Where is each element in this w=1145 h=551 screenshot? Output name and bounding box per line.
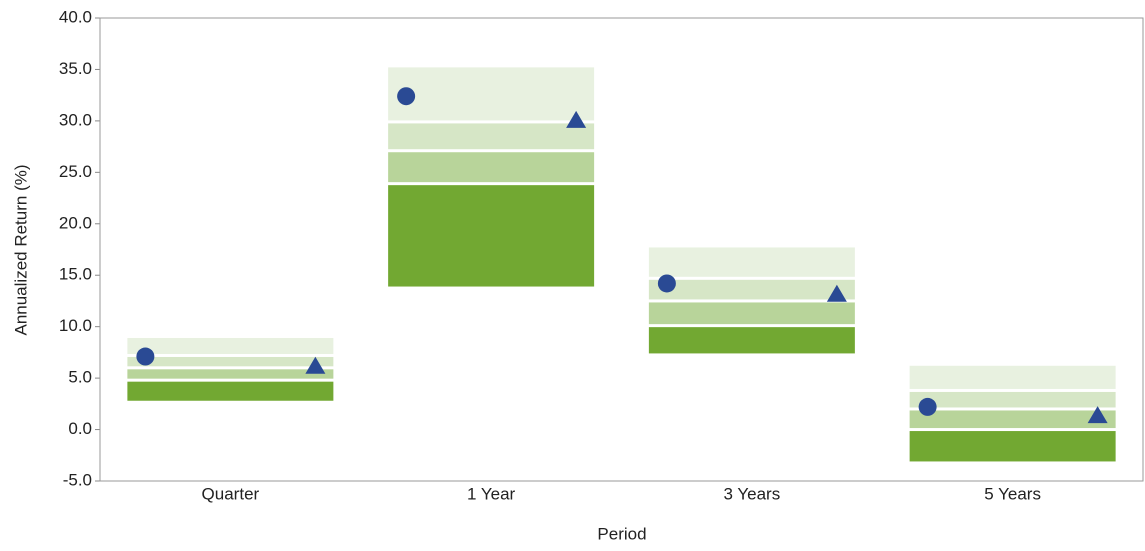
range-band [127, 381, 334, 401]
x-tick-label: 3 Years [724, 484, 781, 503]
plot-frame [99, 17, 1144, 482]
circle-marker [136, 347, 155, 366]
triangle-marker [1087, 406, 1108, 424]
y-tick-label: 40.0 [59, 7, 92, 26]
range-band [388, 185, 595, 287]
triangle-marker [826, 284, 847, 302]
circle-marker [397, 87, 416, 106]
y-tick-label: 10.0 [59, 316, 92, 335]
range-band [909, 431, 1116, 462]
x-tick-label: Quarter [202, 484, 260, 503]
y-tick-label: 25.0 [59, 162, 92, 181]
y-tick-label: 30.0 [59, 110, 92, 129]
range-band [909, 391, 1116, 408]
y-tick-label: 15.0 [59, 265, 92, 284]
y-tick-label: 20.0 [59, 213, 92, 232]
circle-marker [657, 274, 676, 293]
range-band [127, 337, 334, 354]
range-band [648, 302, 855, 325]
range-band [388, 152, 595, 183]
range-band [388, 67, 595, 121]
range-band [388, 123, 595, 150]
y-axis-label: Annualized Return (%) [11, 164, 30, 335]
range-band [909, 410, 1116, 429]
range-band [127, 369, 334, 379]
triangle-marker [566, 110, 587, 128]
range-band [909, 365, 1116, 389]
x-tick-label: 5 Years [984, 484, 1041, 503]
range-band [648, 279, 855, 300]
x-axis-label: Period [597, 524, 646, 543]
x-tick-label: 1 Year [467, 484, 516, 503]
y-tick-label: 0.0 [68, 419, 92, 438]
range-band [648, 327, 855, 354]
triangle-marker [305, 356, 326, 374]
y-tick-label: 5.0 [68, 368, 92, 387]
range-band [648, 247, 855, 277]
y-tick-label: -5.0 [63, 470, 92, 489]
range-band [127, 356, 334, 367]
y-tick-label: 35.0 [59, 59, 92, 78]
circle-marker [918, 397, 937, 416]
